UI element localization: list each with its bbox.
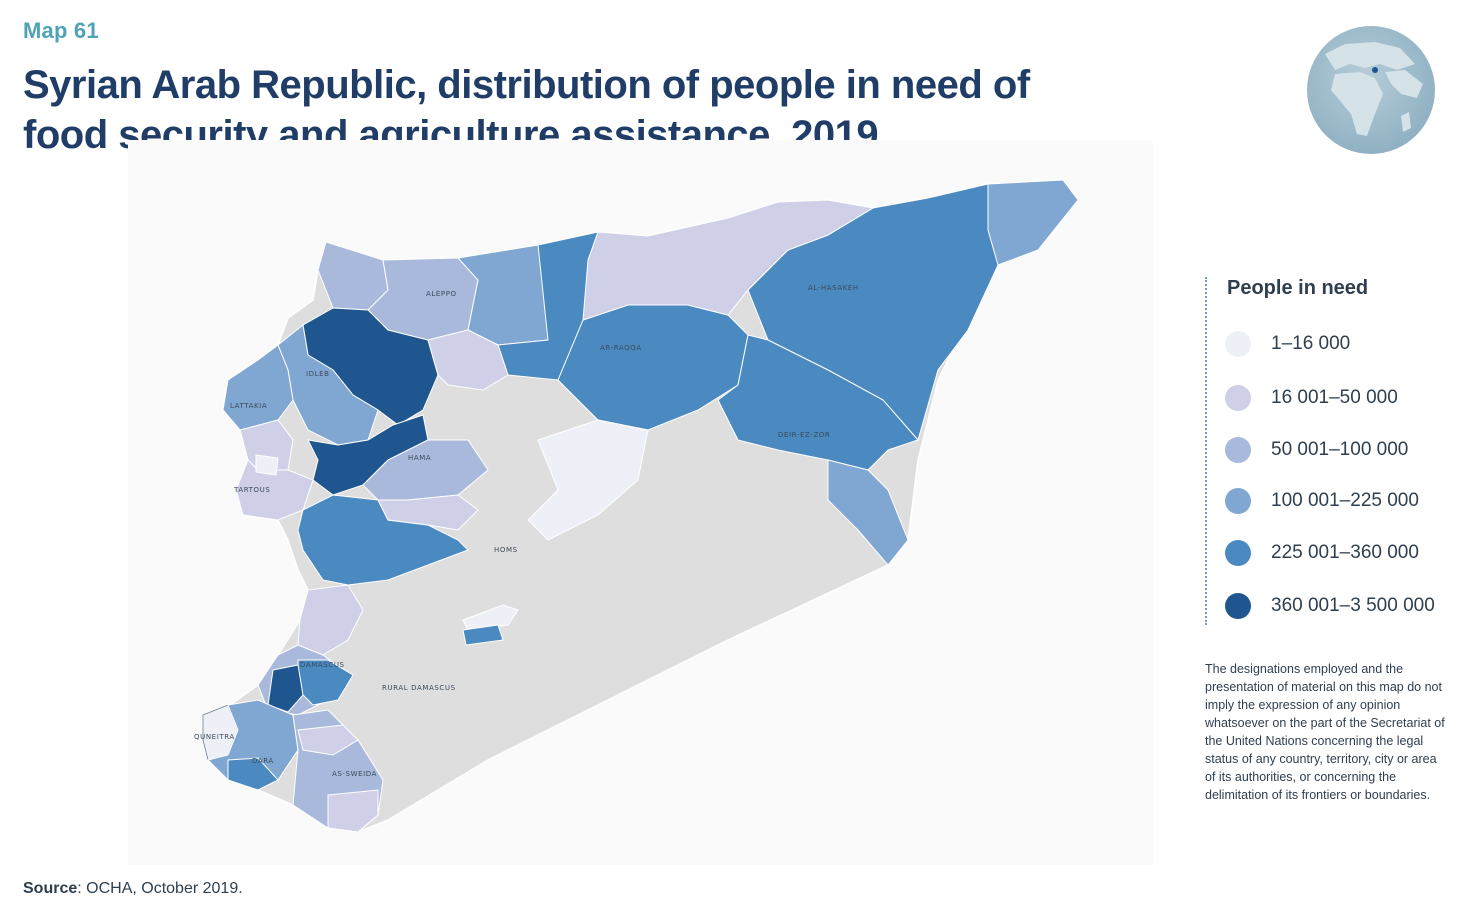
region-homs-patch <box>462 604 519 631</box>
region-al-hasakeh-east <box>987 179 1079 266</box>
legend-label: 100 001–225 000 <box>1271 490 1419 511</box>
region-as-sweida-south <box>327 789 379 833</box>
region-palmyra <box>527 419 649 541</box>
legend-swatch <box>1225 331 1251 357</box>
syria-choropleth-map: ALEPPO IDLEB LATTAKIA HAMA TARTOUS HOMS … <box>194 179 1079 833</box>
legend-item: 360 001–3 500 000 <box>1225 591 1455 621</box>
label-aleppo: ALEPPO <box>426 290 457 298</box>
source-note: Source: OCHA, October 2019. <box>23 880 243 898</box>
label-as-sweida: AS-SWEIDA <box>332 770 377 778</box>
legend-item: 100 001–225 000 <box>1225 486 1455 516</box>
label-idleb: IDLEB <box>306 370 330 378</box>
source-text: : OCHA, October 2019. <box>77 880 243 897</box>
legend-item: 50 001–100 000 <box>1225 435 1455 465</box>
legend-item: 16 001–50 000 <box>1225 383 1455 413</box>
region-as-sweida-north <box>297 724 359 756</box>
label-dara: DARA <box>252 757 274 765</box>
region-east-idleb <box>427 329 509 391</box>
region-deir-east <box>827 459 909 566</box>
legend-label: 16 001–50 000 <box>1271 387 1398 408</box>
label-lattakia: LATTAKIA <box>230 402 267 410</box>
label-al-hasakeh: AL-HASAKEH <box>808 284 859 292</box>
title-line-1: Syrian Arab Republic, distribution of pe… <box>23 63 1030 107</box>
disclaimer: The designations employed and the presen… <box>1205 662 1445 802</box>
region-homs-inner <box>377 494 479 531</box>
region-dara-south <box>227 757 279 791</box>
legend-swatch <box>1225 593 1251 619</box>
region-homs-blue-patch <box>462 624 504 646</box>
region-lattakia <box>222 344 294 431</box>
legend-swatch <box>1225 540 1251 566</box>
legend-item: 1–16 000 <box>1225 329 1455 359</box>
label-hama: HAMA <box>408 454 431 462</box>
label-damascus: DAMASCUS <box>300 661 345 669</box>
legend-label: 360 001–3 500 000 <box>1271 595 1435 616</box>
label-tartous: TARTOUS <box>233 486 270 494</box>
legend-item: 225 001–360 000 <box>1225 538 1455 568</box>
legend-label: 50 001–100 000 <box>1271 439 1409 460</box>
label-homs: HOMS <box>494 546 518 554</box>
legend: People in need 1–16 000 16 001–50 000 50… <box>1205 277 1447 625</box>
legend-swatch <box>1225 437 1251 463</box>
legend-title: People in need <box>1227 277 1369 299</box>
legend-swatch <box>1225 488 1251 514</box>
source-label: Source <box>23 880 78 897</box>
region-tartous-inner <box>255 454 279 476</box>
label-deir-ez-zor: DEIR-EZ-ZOR <box>778 431 830 439</box>
region-damascus <box>267 664 304 713</box>
region-manbij <box>497 231 599 381</box>
legend-label: 1–16 000 <box>1271 333 1351 354</box>
label-quneitra: QUNEITRA <box>194 733 235 741</box>
label-rural-damascus: RURAL DAMASCUS <box>382 684 456 692</box>
legend-label: 225 001–360 000 <box>1271 542 1419 563</box>
map-area: ALEPPO IDLEB LATTAKIA HAMA TARTOUS HOMS … <box>128 140 1153 865</box>
globe-locator-icon <box>1307 26 1435 154</box>
page-title: Syrian Arab Republic, distribution of pe… <box>23 60 1030 160</box>
map-number: Map 61 <box>23 18 99 43</box>
label-ar-raqqa: AR-RAQQA <box>600 344 642 352</box>
legend-swatch <box>1225 385 1251 411</box>
region-qalamoun <box>297 584 364 656</box>
